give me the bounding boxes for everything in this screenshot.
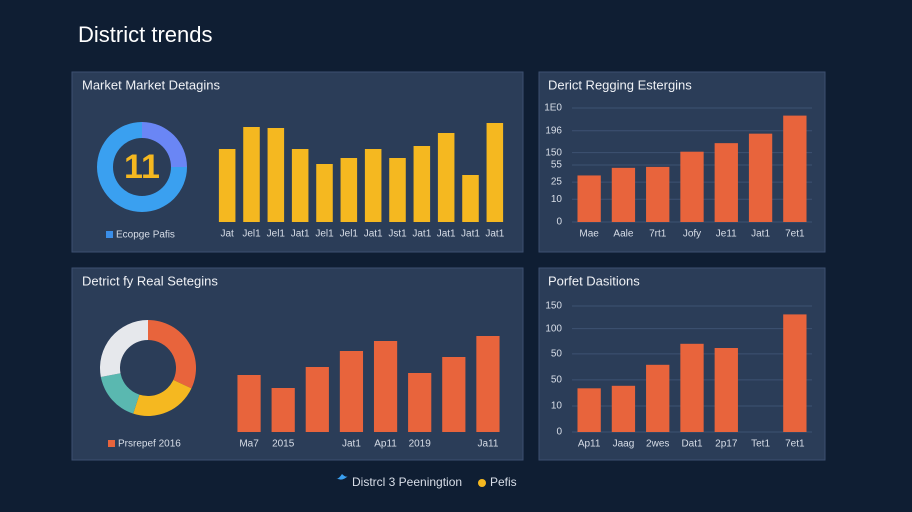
bar <box>611 167 636 222</box>
x-tick-label: Ja11 <box>477 439 498 450</box>
bar <box>373 341 398 432</box>
donut-segment <box>97 122 187 212</box>
y-tick-label: 150 <box>545 301 562 312</box>
bar <box>316 164 333 222</box>
footer-dot <box>478 479 486 487</box>
x-tick-label: Tet1 <box>751 439 770 450</box>
x-tick-label: Je11 <box>716 229 737 240</box>
bar <box>748 133 773 222</box>
bar <box>291 149 309 222</box>
x-tick-label: Ap11 <box>578 439 601 450</box>
panel-title: Derict Regging Estergins <box>548 77 692 92</box>
bar <box>413 146 431 222</box>
bar <box>339 351 364 432</box>
x-tick-label: 2p17 <box>715 439 738 450</box>
donut-center: 11 <box>124 148 160 186</box>
bar <box>340 158 358 222</box>
x-tick-label: Dat1 <box>681 439 703 450</box>
footer-text: Pefis <box>490 475 517 489</box>
bar <box>305 367 329 432</box>
bar <box>680 343 704 432</box>
legend-swatch <box>106 231 113 238</box>
x-tick-label: Jat1 <box>291 229 310 240</box>
bar <box>577 175 601 222</box>
x-tick-label: Ap11 <box>374 439 397 450</box>
y-tick-label: 100 <box>545 323 562 334</box>
x-tick-label: Jat1 <box>412 229 431 240</box>
y-tick-label: 10 <box>551 401 563 412</box>
x-tick-label: Aale <box>613 229 633 240</box>
bar <box>408 373 432 432</box>
y-tick-label: 10 <box>551 194 563 205</box>
x-tick-label: Jel1 <box>340 229 359 240</box>
bar <box>680 151 704 222</box>
donut-segment <box>133 379 192 416</box>
x-tick-label: Jat1 <box>485 229 504 240</box>
bar <box>237 375 261 432</box>
x-tick-label: Jst1 <box>388 229 407 240</box>
y-tick-label: 50 <box>551 349 563 360</box>
bar <box>714 143 738 222</box>
panel-title: Porfet Dasitions <box>548 273 640 288</box>
y-tick-label: 1E0 <box>544 103 562 114</box>
x-tick-label: Mae <box>579 229 599 240</box>
x-tick-label: Jat1 <box>751 229 770 240</box>
x-tick-label: 2019 <box>409 439 432 450</box>
x-tick-label: Jat1 <box>342 439 361 450</box>
donut-segment <box>100 320 148 377</box>
bar <box>783 314 807 432</box>
y-tick-label: 196 <box>545 125 562 136</box>
footer-text: Distrcl 3 Peeningtion <box>352 475 462 489</box>
donut-segment <box>142 122 187 167</box>
y-tick-label: 25 <box>551 177 563 188</box>
bar <box>437 133 455 222</box>
x-tick-label: 7et1 <box>785 229 805 240</box>
bar <box>577 388 601 432</box>
bar <box>389 158 406 222</box>
bar <box>462 175 479 222</box>
bar <box>442 357 466 432</box>
x-tick-label: Jat1 <box>364 229 383 240</box>
bird-icon <box>336 474 348 480</box>
bar <box>243 127 260 222</box>
y-tick-label: 150 <box>545 147 562 158</box>
y-tick-label: 50 <box>551 375 563 386</box>
bar <box>486 123 504 222</box>
panel-title: Detrict fy Real Setegins <box>82 273 218 288</box>
y-tick-label: 55 <box>551 160 563 171</box>
x-tick-label: Jel1 <box>315 229 334 240</box>
x-tick-label: Jat <box>220 229 234 240</box>
x-tick-label: Jel1 <box>242 229 261 240</box>
bar <box>714 348 738 432</box>
legend-swatch <box>108 440 115 447</box>
x-tick-label: Jel1 <box>267 229 286 240</box>
x-tick-label: 2wes <box>646 439 669 450</box>
bar <box>218 149 236 222</box>
page-title: District trends <box>78 22 212 47</box>
x-tick-label: Ma7 <box>239 439 259 450</box>
legend-label: Prsrepef 2016 <box>118 439 181 450</box>
bar <box>364 149 382 222</box>
bar <box>271 388 295 432</box>
bar <box>476 336 500 432</box>
x-tick-label: 7rt1 <box>649 229 667 240</box>
x-tick-label: Jaag <box>613 439 635 450</box>
bar <box>611 385 636 432</box>
x-tick-label: Jat1 <box>437 229 456 240</box>
bar <box>646 166 670 222</box>
x-tick-label: 7et1 <box>785 439 805 450</box>
x-tick-label: Jat1 <box>461 229 480 240</box>
donut-segment <box>148 320 196 389</box>
y-tick-label: 0 <box>556 427 562 438</box>
panel-title: Market Market Detagins <box>82 77 220 92</box>
x-tick-label: Jofy <box>683 229 701 240</box>
bar <box>783 115 807 222</box>
donut-segment <box>100 373 140 414</box>
bar <box>646 364 670 432</box>
y-tick-label: 0 <box>556 217 562 228</box>
legend-label: Ecopge Pafis <box>116 230 175 241</box>
bar <box>267 128 285 222</box>
x-tick-label: 2015 <box>272 439 295 450</box>
